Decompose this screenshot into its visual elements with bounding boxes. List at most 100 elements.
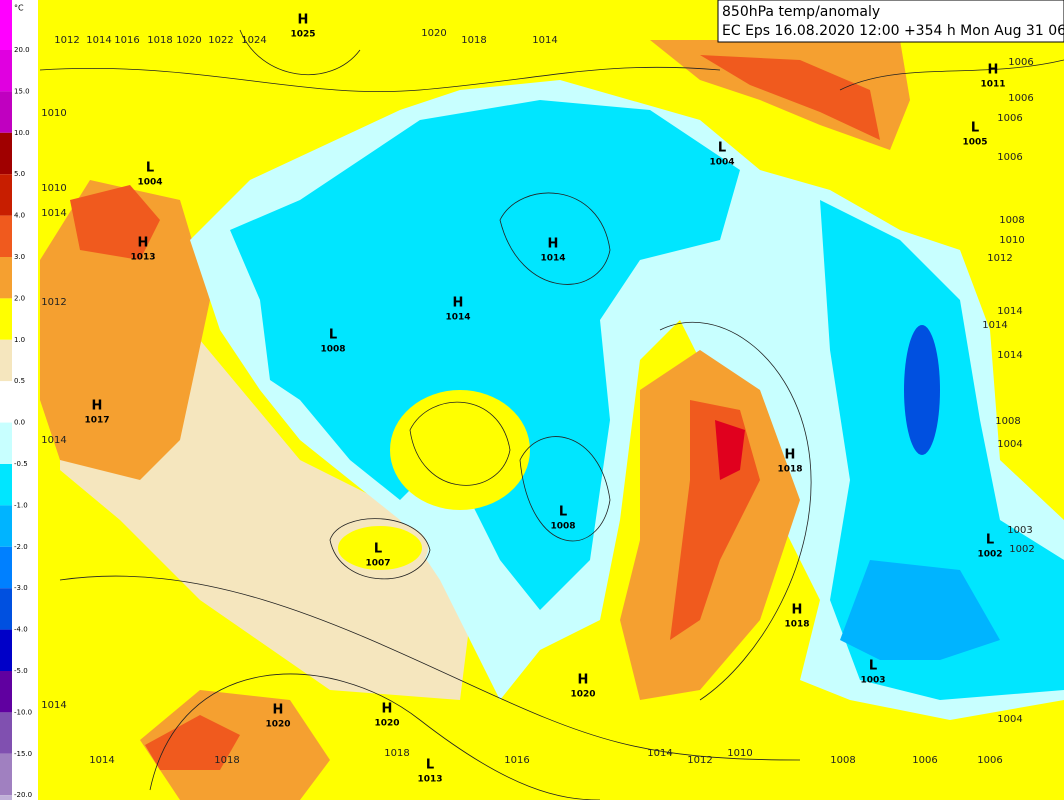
legend-swatch	[0, 629, 12, 671]
isobar-label: 1014	[41, 435, 66, 446]
temperature-field	[38, 0, 1064, 800]
isobar-label: 1012	[987, 253, 1012, 264]
pressure-letter: H	[988, 63, 999, 78]
isobar-label: 1008	[995, 416, 1020, 427]
legend-swatch	[0, 546, 12, 589]
field	[390, 390, 530, 510]
isobar-label: 1008	[999, 215, 1024, 226]
isobar-label: 1012	[41, 297, 66, 308]
legend-label: -10.0	[14, 708, 32, 716]
field	[145, 715, 240, 770]
legend-swatch	[0, 795, 12, 800]
isobar-label: 1014	[41, 700, 66, 711]
legend-label: 1.0	[14, 336, 25, 344]
legend-swatch	[0, 753, 12, 796]
isobar-label: 1014	[41, 208, 66, 219]
pressure-value: 1014	[445, 313, 470, 323]
legend-swatch	[0, 50, 12, 92]
isobar	[409, 401, 511, 486]
pressure-value: 1018	[784, 620, 809, 630]
pressure-letter: H	[273, 703, 284, 718]
pressure-letter: L	[986, 533, 994, 548]
pressure-value: 1003	[860, 676, 885, 686]
pressure-letter: H	[138, 236, 149, 251]
isobar	[39, 66, 721, 92]
title: 850hPa temp/anomaly	[722, 4, 880, 20]
legend-label: 3.0	[14, 253, 25, 261]
isobar	[149, 673, 601, 800]
pressure-value: 1020	[374, 719, 399, 729]
legend-swatch	[0, 339, 12, 382]
isobar-label: 1010	[41, 183, 66, 194]
isobar-label: 1014	[89, 755, 114, 766]
isobar-label: 1014	[647, 748, 672, 759]
isobar-label: 1008	[830, 755, 855, 766]
legend-label: -15.0	[14, 750, 32, 758]
field	[715, 420, 745, 480]
legend-swatch	[0, 671, 12, 713]
field	[840, 560, 1000, 660]
isobar-label: 1004	[997, 439, 1022, 450]
legend-swatch	[0, 464, 12, 506]
isobar	[499, 192, 611, 285]
pressure-value: 1018	[777, 465, 802, 475]
isobar-label: 1014	[997, 306, 1022, 317]
pressure-letter: L	[426, 758, 434, 773]
isobar-label: 1014	[997, 350, 1022, 361]
pressure-letter: L	[869, 659, 877, 674]
pressure-letter: H	[785, 448, 796, 463]
isobar-label: 1010	[999, 235, 1024, 246]
isobar-label: 1002	[1009, 544, 1034, 555]
pressure-letter: H	[548, 237, 559, 252]
isobar-label: 1024	[241, 35, 266, 46]
isobar-label: 1014	[532, 35, 557, 46]
isobar	[519, 436, 611, 542]
legend-label: 10.0	[14, 129, 30, 137]
pressure-value: 1020	[265, 720, 290, 730]
legend-label: -2.0	[14, 543, 28, 551]
title-box	[717, 0, 1064, 43]
isobar-label: 1014	[982, 320, 1007, 331]
legend-label: 4.0	[14, 212, 25, 220]
field	[904, 325, 940, 455]
pressure-value: 1002	[977, 550, 1002, 560]
field	[140, 690, 330, 800]
isobar-label: 1018	[461, 35, 486, 46]
pressure-value: 1013	[417, 775, 442, 785]
isobar	[59, 575, 801, 761]
legend-swatch	[0, 712, 12, 754]
pressure-value: 1017	[84, 416, 109, 426]
isobar-label: 1006	[1008, 57, 1033, 68]
pressure-value: 1013	[130, 253, 155, 263]
legend-label: 15.0	[14, 87, 30, 95]
isobar-label: 1018	[147, 35, 172, 46]
isobar	[659, 321, 812, 701]
legend-swatch	[0, 132, 12, 175]
legend-swatch	[0, 215, 12, 257]
isobar-label: 1012	[687, 755, 712, 766]
pressure-value: 1014	[540, 254, 565, 264]
pressure-letter: H	[92, 399, 103, 414]
isobar-label: 1006	[1008, 93, 1033, 104]
legend-swatch	[0, 174, 12, 216]
legend-label: 5.0	[14, 170, 25, 178]
legend-swatch	[0, 588, 12, 630]
field	[70, 185, 160, 260]
legend-label: -0.5	[14, 460, 28, 468]
legend-label: 20.0	[14, 46, 30, 54]
legend-swatch	[0, 0, 12, 50]
legend-swatch	[0, 381, 12, 423]
isobar-label: 1003	[1007, 525, 1032, 536]
pressure-letter: L	[146, 161, 154, 176]
legend-label: -20.0	[14, 791, 32, 799]
isobar-label: 1020	[176, 35, 201, 46]
isobar-label: 1010	[727, 748, 752, 759]
field	[230, 100, 740, 610]
field	[332, 520, 428, 576]
pressure-value: 1004	[137, 178, 162, 188]
isobar	[839, 59, 1064, 91]
legend-label: -4.0	[14, 626, 28, 634]
pressure-letter: L	[374, 542, 382, 557]
pressure-value: 1008	[320, 345, 345, 355]
